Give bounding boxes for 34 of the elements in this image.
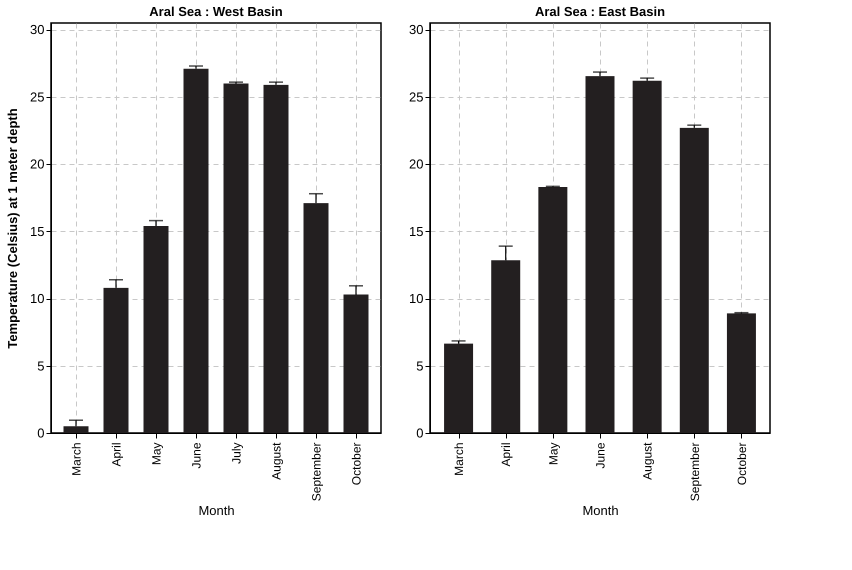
y-tick-label: 20 (409, 156, 424, 172)
y-tick-label: 15 (409, 224, 424, 239)
x-tick-label: May (150, 442, 164, 466)
chart-title: Aral Sea : East Basin (534, 4, 666, 19)
x-tick-label: March (452, 442, 466, 476)
y-tick-label: 0 (416, 426, 424, 440)
y-tick-label: 20 (30, 156, 44, 172)
x-tick-label: March (70, 442, 84, 476)
x-tick-label: April (110, 442, 124, 467)
y-tick-label: 10 (409, 291, 424, 306)
x-axis-title: Month (582, 503, 619, 518)
y-axis-title: Temperature (Celsius) at 1 meter depth (5, 108, 20, 349)
x-tick-label: April (499, 442, 514, 467)
y-tick-label: 25 (409, 89, 424, 104)
x-tick-label: September (310, 442, 324, 502)
x-tick-label: October (350, 442, 364, 486)
chart-title: Aral Sea : West Basin (149, 4, 283, 19)
x-axis-title: Month (198, 503, 235, 518)
x-tick-label: June (594, 442, 608, 469)
y-tick-label: 25 (30, 89, 44, 104)
x-tick-label: October (734, 442, 749, 486)
y-tick-label: 30 (30, 22, 44, 38)
x-tick-label: July (230, 442, 244, 464)
x-tick-label: August (640, 442, 655, 480)
y-tick-label: 30 (409, 22, 424, 38)
y-tick-label: 5 (416, 358, 424, 374)
y-tick-label: 5 (37, 358, 44, 374)
y-tick-label: 10 (30, 291, 44, 306)
y-tick-label: 0 (37, 426, 44, 440)
x-tick-label: August (270, 442, 284, 480)
x-tick-label: June (190, 442, 204, 469)
x-tick-label: May (546, 442, 560, 466)
x-tick-label: September (688, 442, 702, 502)
y-tick-label: 15 (30, 224, 44, 239)
